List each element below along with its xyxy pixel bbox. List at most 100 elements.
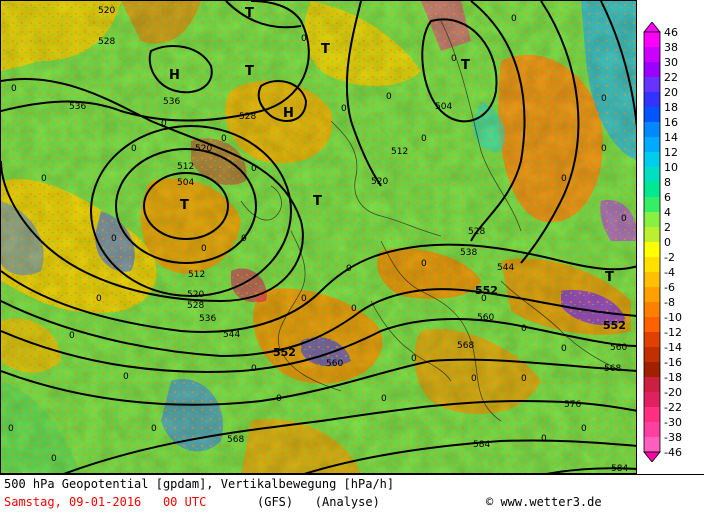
zero-contour-label: 0 [521, 374, 527, 384]
legend-swatch [644, 62, 660, 78]
zero-contour-label: 0 [411, 354, 417, 364]
legend-swatch [644, 287, 660, 303]
map-footer: 500 hPa Geopotential [gpdam], Vertikalbe… [0, 474, 704, 513]
zero-contour-label: 0 [131, 144, 137, 154]
zero-contour-label: 0 [11, 84, 17, 94]
zero-contour-label: 0 [511, 14, 517, 24]
zero-contour-label: 0 [151, 424, 157, 434]
zero-contour-label: 0 [241, 234, 247, 244]
zero-contour-label: 0 [251, 364, 257, 374]
legend-value-label: -10 [664, 311, 682, 324]
contour-label-560: 560 [326, 359, 343, 369]
zero-contour-label: 0 [201, 244, 207, 254]
contour-label-512: 512 [177, 162, 194, 172]
legend-value-label: -6 [664, 281, 675, 294]
legend-swatch [644, 407, 660, 423]
contour-label-544: 544 [223, 330, 240, 340]
legend-swatch [644, 392, 660, 408]
legend-value-label: 12 [664, 146, 678, 159]
legend-colorbar [643, 22, 661, 462]
legend-value-label: -30 [664, 416, 682, 429]
contour-label-552: 552 [273, 346, 296, 359]
legend-swatch [644, 137, 660, 153]
zero-contour-label: 0 [451, 54, 457, 64]
zero-contour-label: 0 [581, 424, 587, 434]
legend-swatch [644, 77, 660, 93]
legend-value-label: -18 [664, 371, 682, 384]
legend-value-label: -14 [664, 341, 682, 354]
contour-label-568: 568 [227, 435, 244, 445]
model-info: (GFS) (Analyse) [257, 495, 380, 509]
contour-label-520: 520 [187, 290, 204, 300]
legend-swatch [644, 107, 660, 123]
legend-swatch [644, 377, 660, 393]
legend-swatch [644, 437, 660, 453]
zero-contour-label: 0 [51, 454, 57, 464]
contour-label-520: 520 [98, 6, 115, 16]
contour-label-560: 560 [610, 343, 627, 353]
contour-label-528: 528 [187, 301, 204, 311]
contour-label-520: 520 [195, 144, 212, 154]
zero-contour-label: 0 [161, 119, 167, 129]
legend-value-label: 6 [664, 191, 671, 204]
map-canvas: 520 528 536 536 528 520 512 504 512 520 … [1, 1, 636, 474]
legend-swatch [644, 362, 660, 378]
zero-contour-label: 0 [601, 94, 607, 104]
legend-swatch [644, 182, 660, 198]
zero-contour-label: 0 [8, 424, 14, 434]
legend-swatch [644, 152, 660, 168]
legend-swatch [644, 122, 660, 138]
zero-contour-label: 0 [561, 344, 567, 354]
zero-contour-label: 0 [621, 214, 627, 224]
contour-label-536: 536 [69, 102, 86, 112]
low-pressure-marker: T [245, 64, 254, 79]
zero-contour-label: 0 [471, 374, 477, 384]
contour-label-584: 584 [611, 464, 628, 474]
contour-label-568: 568 [604, 364, 621, 374]
legend-value-label: -46 [664, 446, 682, 459]
color-legend: 46 38 30 22 20 18 16 14 12 10 8 6 4 2 0 -2 -4 -6 -8 -10 -12-… [640, 22, 704, 462]
low-pressure-marker: T [321, 42, 330, 57]
zero-contour-label: 0 [351, 304, 357, 314]
contour-label-504: 504 [177, 178, 194, 188]
legend-swatch [644, 422, 660, 438]
zero-contour-label: 0 [69, 331, 75, 341]
legend-swatch [644, 347, 660, 363]
legend-value-label: 18 [664, 101, 678, 114]
contour-label-538: 538 [460, 248, 477, 258]
legend-swatch [644, 332, 660, 348]
contour-label-552: 552 [603, 319, 626, 332]
contour-label-528: 528 [98, 37, 115, 47]
legend-value-label: 20 [664, 86, 678, 99]
zero-contour-label: 0 [41, 174, 47, 184]
legend-swatch [644, 47, 660, 63]
low-pressure-marker: T [461, 58, 470, 73]
zero-contour-label: 0 [346, 264, 352, 274]
legend-value-label: 4 [664, 206, 671, 219]
contour-label-528: 528 [239, 112, 256, 122]
legend-value-label: -20 [664, 386, 682, 399]
zero-labels: 0 0 0 0 0 0 0 0 0 0 0 0 0 0 0 0 0 0 0 0 0 0 0 0 0 0 0 0 0 0 0 0 0 0 0 0 0 0 0 0 [8, 14, 627, 464]
low-pressure-marker: T [245, 6, 254, 21]
legend-value-label: 10 [664, 161, 678, 174]
zero-contour-label: 0 [341, 104, 347, 114]
zero-contour-label: 0 [561, 174, 567, 184]
contour-label-520: 520 [371, 177, 388, 187]
contour-label-560: 560 [477, 313, 494, 323]
contour-label-504: 504 [435, 102, 452, 112]
legend-value-label: 8 [664, 176, 671, 189]
legend-swatch [644, 272, 660, 288]
legend-value-label: -16 [664, 356, 682, 369]
zero-contour-label: 0 [521, 324, 527, 334]
zero-contour-label: 0 [601, 144, 607, 154]
legend-value-label: 30 [664, 56, 678, 69]
legend-value-label: -22 [664, 401, 682, 414]
zero-contour-label: 0 [221, 134, 227, 144]
zero-contour-label: 0 [96, 294, 102, 304]
contour-label-584: 584 [473, 440, 490, 450]
legend-value-label: 38 [664, 41, 678, 54]
legend-arrow-bottom [643, 451, 661, 462]
legend-swatch [644, 302, 660, 318]
legend-arrow-top [643, 22, 661, 33]
legend-value-label: 0 [664, 236, 671, 249]
